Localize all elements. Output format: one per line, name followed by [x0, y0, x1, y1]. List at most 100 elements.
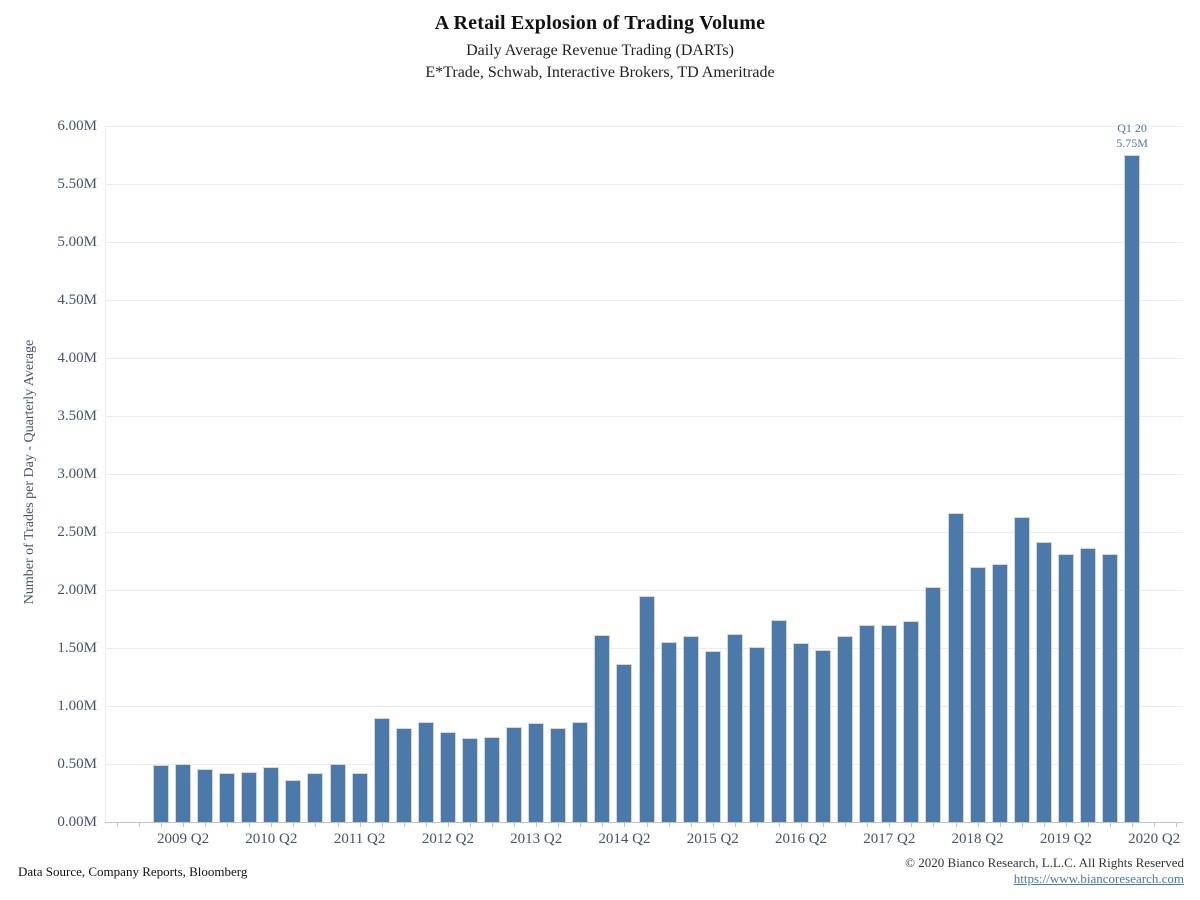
x-axis-tick — [823, 823, 825, 827]
x-axis-tick — [624, 823, 626, 827]
data-source-note: Data Source, Company Reports, Bloomberg — [18, 864, 248, 879]
x-tick-label: 2014 Q2 — [598, 831, 651, 847]
x-axis-tick — [315, 823, 317, 827]
bar-2017-q2 — [881, 624, 898, 822]
x-axis-tick — [249, 823, 251, 827]
bar-2016-q4 — [837, 636, 854, 822]
x-axis-tick — [911, 823, 913, 827]
x-axis-tick — [778, 823, 780, 827]
x-tick-label: 2016 Q2 — [774, 831, 828, 847]
x-axis-tick — [756, 823, 758, 827]
bar-2017-q1 — [859, 624, 876, 822]
y-gridline — [105, 532, 1183, 533]
x-axis-tick — [116, 823, 118, 827]
x-axis-tick — [492, 823, 494, 827]
bar-2013-q4 — [572, 722, 589, 822]
x-axis-tick — [337, 823, 339, 827]
y-gridline — [105, 184, 1183, 185]
bar-2019-q4 — [1102, 554, 1118, 822]
bar-2011-q1 — [329, 764, 346, 822]
bar-2009-q2 — [175, 764, 192, 822]
bar-2011-q2 — [351, 773, 368, 822]
bar-2010-q1 — [241, 772, 258, 822]
x-axis-tick — [205, 823, 207, 827]
bar-2016-q1 — [770, 620, 787, 822]
y-gridline — [105, 474, 1183, 475]
chart-subtitle-2: E*Trade, Schwab, Interactive Brokers, TD… — [425, 64, 775, 81]
x-axis-tick — [955, 823, 957, 827]
x-axis-tick — [271, 823, 273, 827]
biancoresearch-link[interactable]: https://www.biancoresearch.com — [1013, 871, 1184, 886]
bar-2015-q4 — [748, 646, 765, 822]
x-axis-tick — [801, 823, 803, 827]
bar-2012-q1 — [417, 722, 434, 822]
x-axis-tick — [933, 823, 935, 827]
x-axis-tick — [425, 823, 427, 827]
bar-2018-q3 — [991, 564, 1008, 822]
x-axis-tick — [867, 823, 869, 827]
x-tick-label: 2020 Q2 — [1128, 831, 1181, 847]
x-axis-line — [105, 822, 1183, 823]
bar-2010-q3 — [285, 780, 302, 822]
bar-2015-q3 — [726, 634, 743, 822]
bar-2014-q2 — [616, 664, 633, 822]
x-axis-tick — [1154, 823, 1156, 827]
y-tick-label: 5.00M — [57, 234, 97, 250]
x-axis-tick — [734, 823, 736, 827]
x-axis-tick — [845, 823, 847, 827]
x-tick-label: 2017 Q2 — [863, 831, 916, 847]
x-axis-tick — [161, 823, 162, 827]
bar-2013-q3 — [550, 728, 567, 822]
bar-2012-q3 — [461, 738, 478, 822]
bar-2019-q3 — [1079, 548, 1096, 822]
y-tick-label: 0.50M — [57, 756, 97, 772]
y-gridline — [105, 242, 1183, 243]
bar-2012-q4 — [484, 737, 501, 822]
bar-2018-q2 — [969, 566, 986, 822]
x-axis-tick — [712, 823, 714, 827]
bar-2018-q1 — [947, 513, 964, 822]
chart-header: A Retail Explosion of Trading Volume Dai… — [0, 12, 1200, 84]
copyright-block: © 2020 Bianco Research, L.L.C. All Right… — [905, 855, 1184, 887]
y-tick-label: 4.50M — [57, 292, 97, 308]
x-axis-tick — [183, 823, 185, 827]
y-tick-label: 3.00M — [57, 466, 97, 482]
x-tick-label: 2013 Q2 — [510, 831, 563, 847]
x-axis-tick — [690, 823, 692, 827]
y-tick-label: 4.00M — [57, 350, 97, 366]
x-axis-tick — [447, 823, 449, 827]
bar-2017-q3 — [903, 621, 920, 822]
bar-2016-q2 — [793, 643, 810, 822]
x-tick-label: 2009 Q2 — [157, 831, 210, 847]
x-axis-tick — [536, 823, 538, 827]
x-axis-tick — [580, 823, 582, 827]
x-axis-tick — [1021, 823, 1023, 827]
x-axis-tick — [668, 823, 670, 827]
y-tick-label: 6.00M — [57, 118, 97, 134]
peak-annotation-quarter: Q1 20 — [1117, 121, 1147, 135]
x-axis-tick — [999, 823, 1001, 827]
chart-subtitle-1: Daily Average Revenue Trading (DARTs) — [466, 42, 734, 59]
y-tick-label: 1.50M — [57, 640, 97, 656]
x-axis-tick — [977, 823, 979, 827]
x-axis-tick — [469, 823, 471, 827]
x-axis-tick — [138, 823, 140, 827]
bar-2014-q4 — [660, 642, 677, 822]
y-tick-label: 2.00M — [57, 582, 97, 598]
bar-2019-q2 — [1057, 554, 1074, 822]
y-gridline — [105, 300, 1183, 301]
x-axis-tick — [1176, 823, 1178, 827]
y-tick-label: 2.50M — [57, 524, 97, 540]
bar-2019-q1 — [1035, 542, 1052, 822]
peak-annotation: Q1 20 5.75M — [1087, 121, 1177, 151]
x-axis-tick — [1132, 823, 1134, 827]
x-axis-tick — [381, 823, 383, 827]
bar-2013-q1 — [506, 726, 523, 822]
x-axis-tick — [646, 823, 648, 827]
bar-2013-q2 — [528, 723, 545, 822]
y-axis-line — [105, 126, 106, 822]
x-axis-tick — [227, 823, 229, 827]
